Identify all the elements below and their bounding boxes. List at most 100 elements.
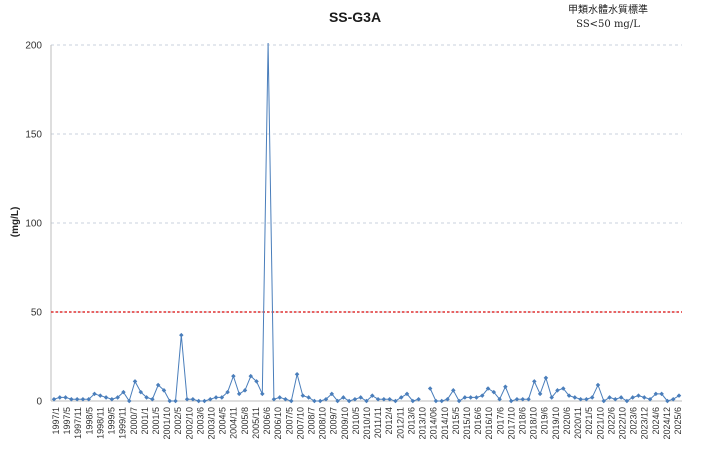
data-point — [289, 398, 294, 404]
data-point — [595, 382, 601, 388]
data-point — [613, 396, 618, 402]
x-tick-label: 2017/10 — [506, 407, 516, 440]
data-point — [346, 398, 352, 404]
data-point — [323, 396, 329, 402]
x-tick-label: 2009/7 — [329, 407, 339, 435]
gridlines — [51, 44, 682, 313]
data-point — [375, 396, 381, 402]
data-point — [642, 395, 647, 400]
data-point — [398, 395, 404, 400]
x-tick-label: 2001/10 — [162, 407, 172, 440]
data-point — [283, 396, 288, 402]
data-point — [630, 395, 635, 400]
y-tick-label: 100 — [25, 219, 42, 230]
x-tick-label: 2014/10 — [440, 407, 450, 440]
data-point — [167, 398, 173, 404]
data-point — [665, 398, 670, 404]
data-point — [566, 393, 572, 398]
x-tick-label: 1997/1 — [51, 407, 61, 435]
x-tick-label: 2024/12 — [662, 407, 672, 440]
y-tick-labels: 0 50 100 150 200 — [25, 41, 42, 408]
x-tick-label: 1998/11 — [95, 407, 105, 439]
y-tick-label: 150 — [25, 130, 42, 141]
data-point — [555, 388, 560, 393]
x-tick-label: 2012/4 — [384, 407, 394, 435]
data-point — [213, 395, 219, 400]
data-point — [358, 395, 363, 400]
x-tick-label: 2001/1 — [140, 407, 150, 435]
x-tick-label: 2003/10 — [207, 407, 217, 440]
data-point — [433, 398, 439, 404]
data-point — [98, 393, 103, 398]
x-tick-label: 2024/6 — [651, 407, 661, 435]
data-point — [317, 398, 323, 404]
x-tick-label: 2017/6 — [495, 407, 505, 435]
x-tick-label: 2020/11 — [573, 407, 583, 439]
data-point — [456, 398, 462, 404]
x-tick-label: 2015/10 — [462, 407, 472, 440]
chart-title: SS-G3A — [329, 9, 381, 25]
x-tick-label: 2002/5 — [173, 407, 183, 435]
y-tick-label: 0 — [36, 397, 42, 408]
x-tick-label: 2013/10 — [418, 407, 428, 440]
x-tick-label: 1997/11 — [73, 407, 83, 439]
data-point — [607, 395, 612, 400]
data-point — [468, 395, 473, 400]
data-point — [364, 398, 369, 404]
data-point — [103, 395, 109, 400]
data-point — [80, 396, 86, 402]
data-point — [485, 386, 491, 391]
data-point — [242, 388, 248, 393]
data-point — [589, 395, 595, 400]
data-point — [497, 396, 502, 402]
x-tick-label: 2011/11 — [373, 407, 383, 438]
data-point — [306, 395, 311, 400]
data-point — [92, 391, 97, 397]
y-tick-label: 200 — [25, 41, 42, 52]
data-point — [231, 373, 236, 379]
x-tick-label: 2007/10 — [295, 407, 305, 440]
x-tick-label: 2014/06 — [429, 407, 439, 440]
x-tick-label: 2025/6 — [673, 407, 683, 435]
data-point — [352, 396, 358, 402]
x-tick-label: 2021/10 — [595, 407, 605, 440]
data-point — [260, 391, 265, 397]
data-point — [427, 386, 433, 391]
x-tick-label: 2018/10 — [529, 407, 539, 440]
x-tick-label: 1999/11 — [118, 407, 128, 439]
data-point — [393, 398, 398, 404]
data-point — [520, 396, 526, 402]
data-point — [653, 391, 659, 397]
x-tick-label: 2012/11 — [395, 407, 405, 439]
data-point — [155, 382, 161, 388]
data-point — [254, 379, 259, 384]
data-point — [549, 395, 554, 400]
x-tick-label: 2021/5 — [584, 407, 594, 435]
x-tick-label: 2007/5 — [284, 407, 294, 435]
data-point — [219, 395, 225, 400]
data-point — [676, 393, 682, 398]
data-point — [300, 393, 306, 398]
x-tick-label: 1999/5 — [107, 407, 117, 435]
data-point — [271, 396, 277, 402]
x-tick-label: 2015/5 — [451, 407, 461, 435]
data-point — [462, 395, 468, 400]
data-point — [526, 396, 531, 402]
data-point — [57, 395, 63, 400]
data-point — [248, 373, 254, 379]
series-line — [429, 376, 680, 402]
data-point — [508, 398, 514, 404]
data-point — [63, 395, 68, 400]
x-tick-label: 2005/11 — [251, 407, 261, 439]
x-tick-label: 2005/8 — [240, 407, 250, 435]
data-point — [503, 384, 508, 390]
data-point — [491, 389, 497, 395]
data-point — [236, 391, 242, 397]
y-axis-label: (mg/L) — [10, 207, 21, 238]
x-tick-label: 2016/6 — [473, 407, 483, 435]
data-point — [370, 393, 375, 398]
data-point — [647, 396, 653, 402]
series-line — [53, 42, 419, 403]
data-point — [161, 388, 167, 393]
x-tick-label: 2022/6 — [606, 407, 616, 435]
